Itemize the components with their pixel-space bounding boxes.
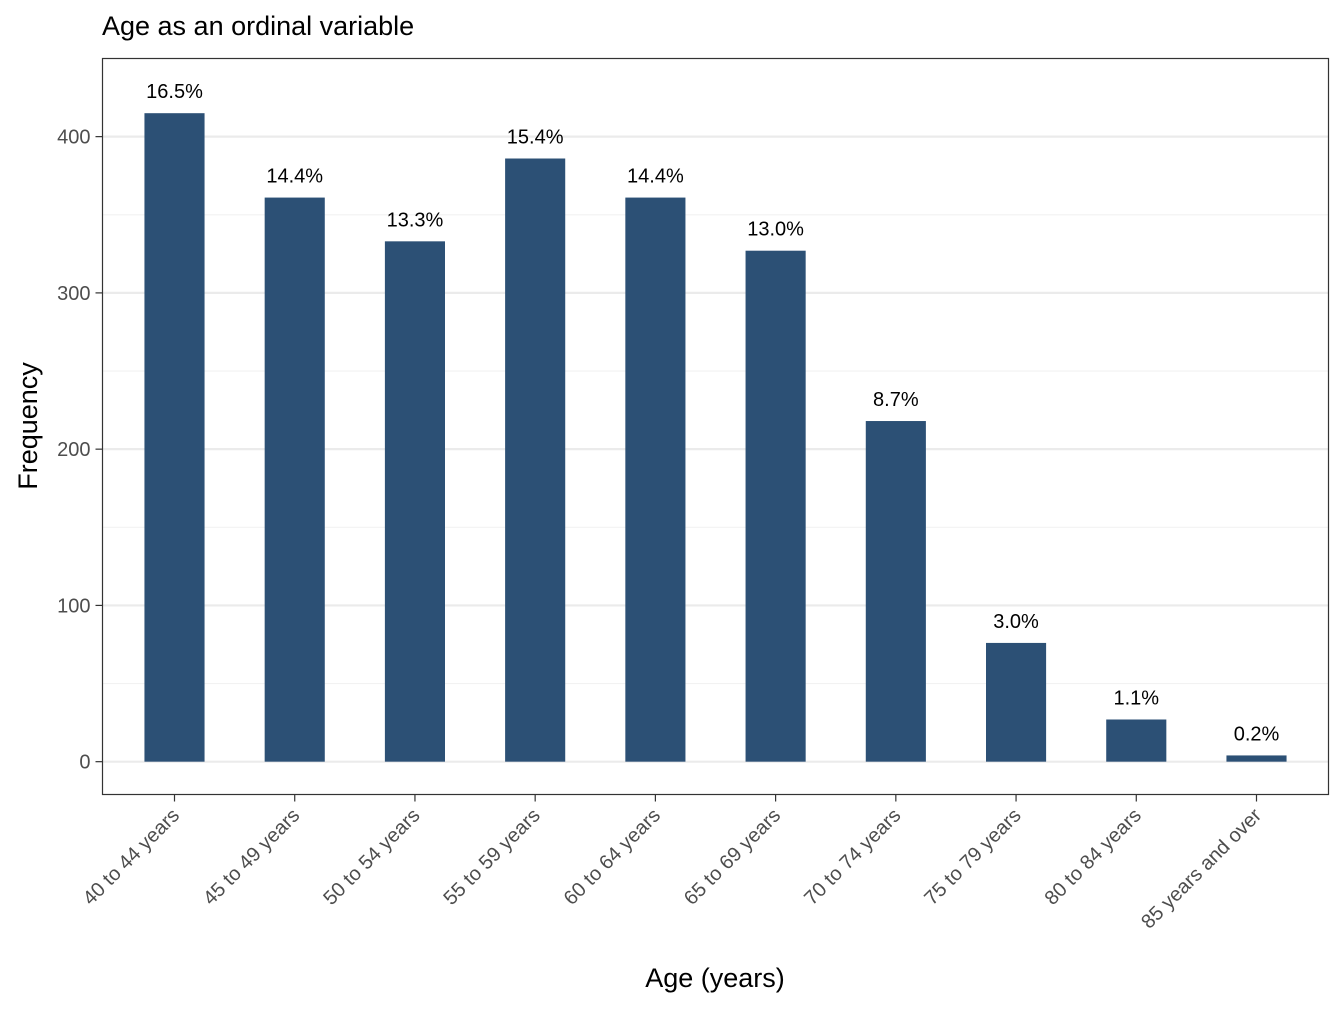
bar [384,241,445,762]
bar [1226,755,1287,762]
x-tick-label: 60 to 64 years [560,804,665,909]
x-tick-label: 45 to 49 years [199,804,304,909]
bars [144,113,1287,762]
x-axis: 40 to 44 years 45 to 49 years 50 to 54 yea… [79,794,1266,933]
y-tick-label: 200 [57,439,90,461]
x-tick-label: 65 to 69 years [680,804,785,909]
x-tick-label: 80 to 84 years [1041,804,1146,909]
y-tick-label: 100 [57,595,90,617]
bar-data-label: 14.4% [627,166,684,188]
y-axis-title: Frequency [13,362,43,490]
x-tick-label: 50 to 54 years [319,804,424,909]
bar [745,250,806,762]
bar-data-labels: 16.5% 14.4% 13.3% 15.4% 14.4% 13.0% 8.7% 3.0% 1.… [146,81,1279,745]
y-tick-label: 400 [57,127,90,149]
y-tick-label: 300 [57,283,90,305]
bar [986,642,1047,762]
bar [1106,719,1167,762]
x-tick-label: 70 to 74 years [800,804,905,909]
bar [865,421,926,762]
x-axis-title: Age (years) [645,963,785,993]
bar-data-label: 3.0% [993,611,1039,633]
bar-data-label: 13.0% [747,219,804,241]
bar [264,197,325,762]
plot-panel-border [101,57,1330,796]
x-tick-label: 40 to 44 years [79,804,184,909]
chart-title: Age as an ordinal variable [102,11,414,41]
bar-data-label: 16.5% [146,81,203,103]
bar-data-label: 13.3% [387,209,444,231]
bar-data-label: 0.2% [1234,723,1280,745]
bar-data-label: 14.4% [266,166,323,188]
x-tick-label: 85 years and over [1137,804,1266,933]
bar [505,158,566,762]
bar-data-label: 8.7% [873,389,919,411]
y-axis: 0 100 200 300 400 [57,127,103,774]
y-tick-label: 0 [79,752,90,774]
bar-data-label: 15.4% [507,127,564,149]
bar [625,197,686,762]
x-tick-label: 55 to 59 years [440,804,545,909]
bar-data-label: 1.1% [1113,687,1159,709]
bar [144,113,205,762]
x-tick-label: 75 to 79 years [920,804,1025,909]
